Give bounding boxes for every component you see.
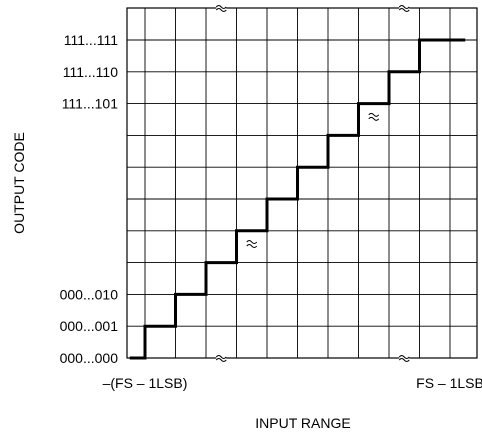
grid (127, 8, 477, 358)
y-tick-label: 000...000 (60, 350, 119, 366)
y-tick-label: 111...110 (63, 64, 118, 80)
axis-break-mark (398, 358, 410, 362)
x-tick-labels: –(FS – 1LSB) FS – 1LSB (103, 375, 482, 391)
y-tick-label: 000...001 (60, 318, 119, 334)
x-tick-label: –(FS – 1LSB) (103, 375, 188, 391)
y-axis-label: OUTPUT CODE (11, 132, 27, 234)
curve-break-gap (367, 112, 380, 121)
y-tick-label: 111...101 (62, 96, 119, 112)
curve-break-mark (368, 116, 380, 121)
y-tick-label: 111...111 (64, 32, 118, 48)
axis-break-mark (398, 5, 410, 9)
axis-break-gap (216, 355, 227, 361)
x-tick-label: FS – 1LSB (416, 375, 482, 391)
axis-break-mark (398, 355, 410, 359)
transfer-curve (129, 38, 466, 360)
x-axis-label: INPUT RANGE (255, 415, 350, 431)
curve-break-gap (245, 239, 258, 248)
plot-border (126, 7, 478, 359)
axis-break-gap (399, 5, 410, 11)
plot-frame (126, 7, 478, 359)
series-layer (129, 38, 466, 360)
y-tick-label: 000...010 (60, 286, 119, 302)
axis-break-mark (215, 358, 227, 362)
axis-break-mark (215, 8, 227, 12)
y-tick-labels: 000...000 000...001 000...010 111...101 111.… (60, 32, 119, 366)
axis-break-mark (215, 355, 227, 359)
curve-break-mark (368, 112, 380, 117)
axis-break-gap (399, 355, 410, 361)
axis-break-gap (216, 5, 227, 11)
curve-break-mark (246, 240, 258, 245)
axis-break-mark (215, 5, 227, 9)
axis-break-mark (398, 8, 410, 12)
curve-break-mark (246, 244, 258, 249)
axis-breaks (215, 5, 410, 362)
